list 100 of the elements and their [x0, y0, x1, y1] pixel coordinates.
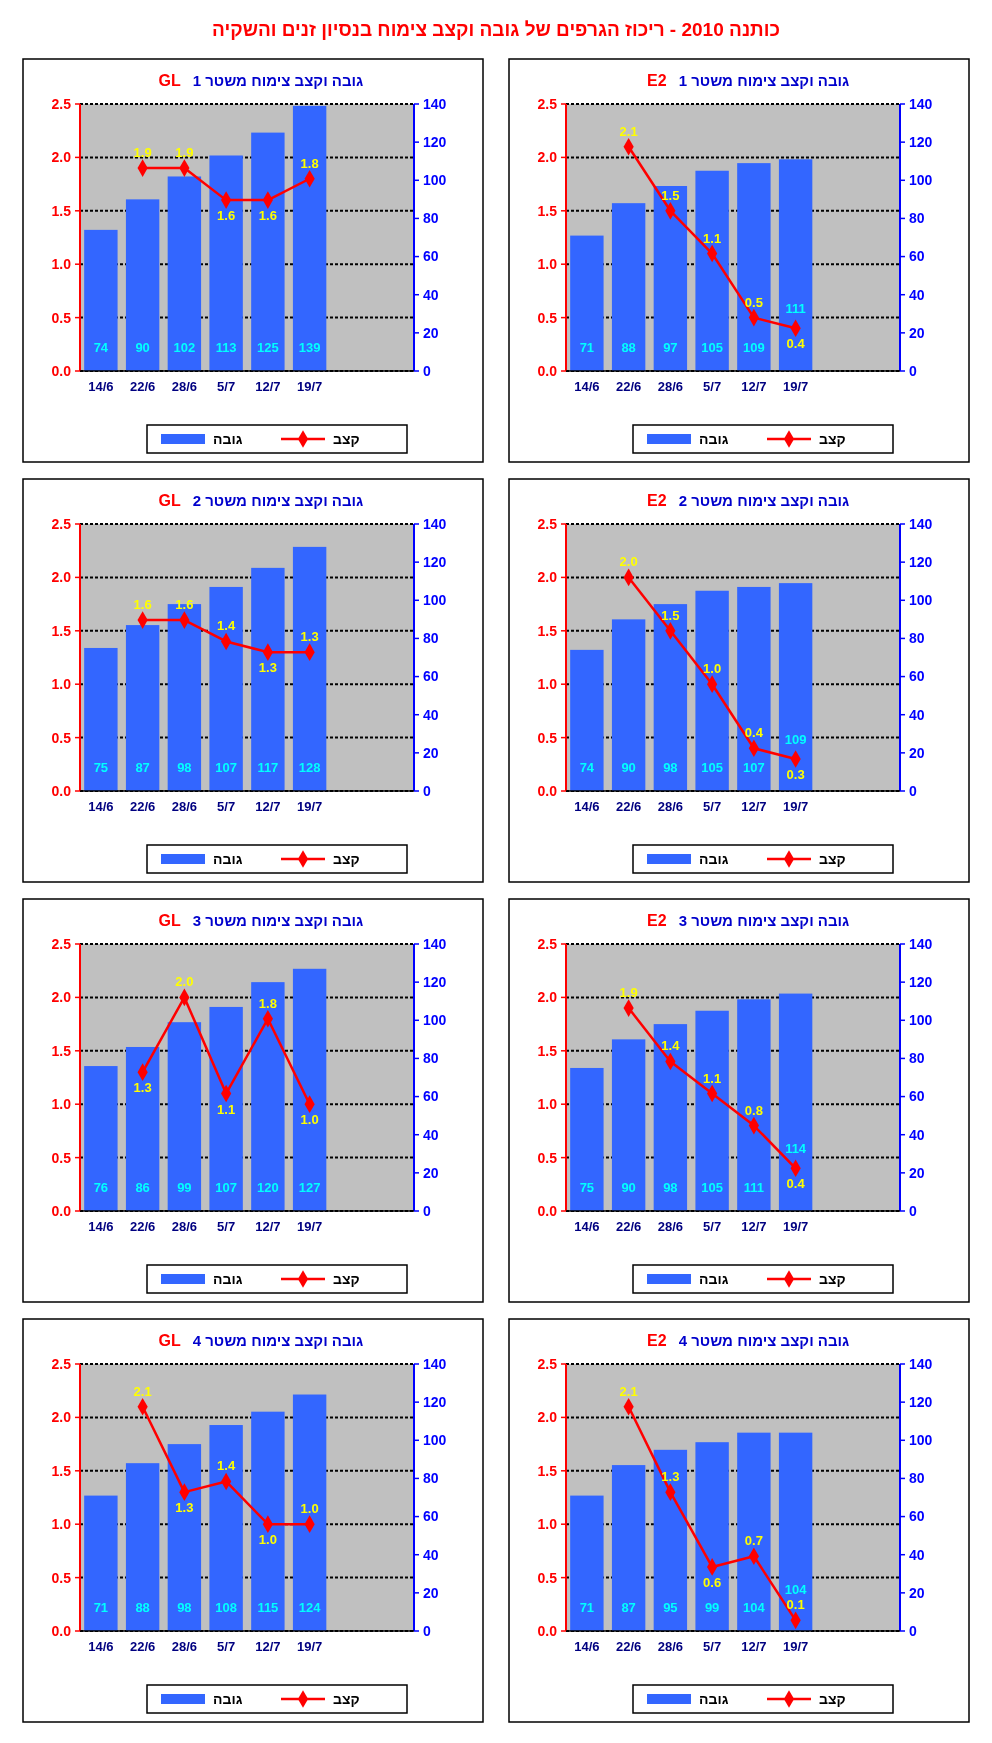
data-label: 87 [621, 1599, 636, 1615]
chart-title: גובה וקצב צימוח משטר 2 [678, 492, 850, 509]
x-tick-label: 28/6 [171, 799, 198, 814]
y-tick-label: 0.0 [537, 782, 558, 799]
y-tick-label: 1.5 [537, 202, 558, 219]
y2-tick-label: 120 [423, 134, 447, 151]
data-label: 1.3 [175, 1500, 194, 1516]
x-tick-label: 14/6 [574, 379, 600, 394]
y-tick-label: 1.0 [537, 1096, 558, 1113]
x-tick-label: 14/6 [574, 1639, 600, 1654]
data-label: 75 [93, 759, 109, 775]
y-tick-label: 1.0 [537, 1516, 558, 1533]
y-tick-label: 1.0 [537, 676, 558, 693]
data-label: 1.0 [258, 1532, 277, 1548]
x-tick-label: 12/7 [741, 799, 767, 814]
legend-label: קצב [819, 850, 846, 867]
data-label: 1.9 [133, 145, 152, 161]
y2-tick-label: 20 [423, 1584, 439, 1601]
y-tick-label: 2.0 [51, 989, 72, 1006]
y2-tick-label: 20 [909, 324, 925, 341]
y-tick-label: 0.5 [51, 1569, 72, 1586]
y2-tick-label: 40 [909, 286, 925, 303]
data-label: 74 [93, 339, 109, 355]
chart-subtitle: GL [158, 1332, 181, 1349]
bar [251, 132, 285, 371]
bar [611, 203, 646, 371]
y2-tick-label: 20 [909, 1584, 925, 1601]
y2-tick-label: 40 [423, 1126, 439, 1143]
y2-tick-label: 60 [423, 248, 439, 265]
y-tick-label: 0.0 [51, 1622, 72, 1639]
bar [737, 163, 771, 371]
legend-label: קצב [333, 430, 360, 447]
data-label: 124 [298, 1599, 322, 1615]
x-tick-label: 22/6 [129, 799, 156, 814]
legend-label: גובה [213, 430, 243, 447]
y2-tick-label: 120 [423, 1394, 447, 1411]
bar [695, 590, 729, 791]
y2-tick-label: 80 [423, 1470, 439, 1487]
legend-label: גובה [699, 850, 729, 867]
data-label: 1.9 [175, 145, 194, 161]
x-tick-label: 5/7 [217, 799, 236, 814]
y2-tick-label: 0 [423, 362, 431, 379]
x-tick-label: 22/6 [615, 799, 642, 814]
data-label: 1.0 [300, 1501, 319, 1517]
y-tick-label: 1.5 [51, 622, 72, 639]
data-label: 95 [663, 1599, 678, 1615]
x-tick-label: 5/7 [703, 379, 722, 394]
x-tick-label: 14/6 [88, 1219, 114, 1234]
y2-tick-label: 120 [909, 554, 933, 571]
bar [737, 586, 771, 791]
data-label: 105 [701, 339, 723, 355]
data-label: 2.0 [175, 974, 194, 990]
bar [778, 583, 813, 791]
bar [125, 1463, 160, 1631]
y2-tick-label: 40 [909, 706, 925, 723]
bar [737, 1432, 771, 1631]
y-tick-label: 2.5 [537, 1355, 558, 1372]
bar [209, 586, 243, 791]
legend-label: גובה [213, 1690, 243, 1707]
bar [611, 619, 646, 791]
x-tick-label: 12/7 [741, 1639, 767, 1654]
data-label: 107 [215, 759, 237, 775]
y2-tick-label: 120 [909, 974, 933, 991]
data-label: 74 [579, 759, 595, 775]
y2-tick-label: 120 [423, 554, 447, 571]
x-tick-label: 28/6 [657, 799, 684, 814]
y2-tick-label: 20 [423, 744, 439, 761]
data-label: 1.6 [133, 597, 152, 613]
data-label: 71 [579, 1599, 595, 1615]
y2-tick-label: 100 [909, 592, 933, 609]
data-label: 0.4 [744, 725, 764, 741]
x-tick-label: 12/7 [255, 1639, 281, 1654]
bar [611, 1039, 646, 1211]
y-tick-label: 2.5 [537, 95, 558, 112]
data-label: 109 [784, 731, 807, 747]
y2-tick-label: 0 [909, 782, 917, 799]
bar [653, 186, 688, 371]
y-tick-label: 0.0 [537, 1202, 558, 1219]
bar [125, 625, 160, 791]
x-tick-label: 28/6 [171, 1219, 198, 1234]
y-tick-label: 0.0 [51, 1202, 72, 1219]
y2-tick-label: 80 [909, 210, 925, 227]
y-tick-label: 2.0 [537, 569, 558, 586]
bar [778, 159, 813, 371]
data-label: 99 [704, 1599, 720, 1615]
bar [292, 968, 327, 1211]
y2-tick-label: 60 [909, 248, 925, 265]
y2-tick-label: 20 [909, 744, 925, 761]
data-label: 2.0 [619, 554, 638, 570]
y2-tick-label: 100 [909, 172, 933, 189]
data-label: 1.4 [661, 1038, 681, 1054]
bar [292, 105, 327, 371]
data-label: 1.1 [703, 230, 722, 246]
chart-title: גובה וקצב צימוח משטר 2 [192, 492, 364, 509]
bar [125, 199, 160, 371]
y2-tick-label: 140 [909, 515, 933, 532]
y-tick-label: 0.5 [537, 1569, 558, 1586]
data-label: 98 [177, 1599, 192, 1615]
y2-tick-label: 0 [909, 362, 917, 379]
bar [737, 999, 771, 1211]
